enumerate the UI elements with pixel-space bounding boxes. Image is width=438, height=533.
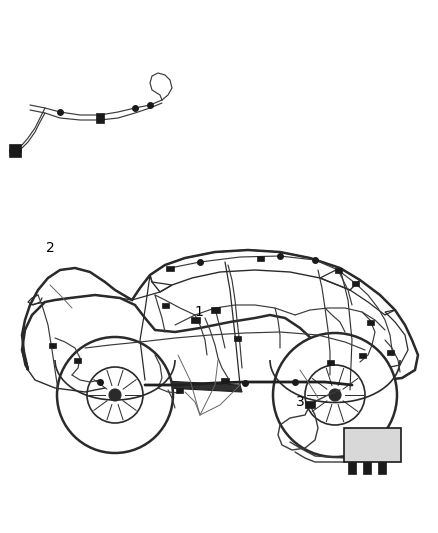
FancyBboxPatch shape (344, 429, 401, 462)
FancyBboxPatch shape (386, 350, 393, 354)
Polygon shape (350, 390, 387, 408)
FancyBboxPatch shape (378, 462, 386, 474)
FancyBboxPatch shape (305, 400, 315, 408)
FancyBboxPatch shape (233, 335, 240, 341)
Ellipse shape (273, 333, 397, 457)
FancyBboxPatch shape (96, 117, 104, 123)
Text: 3: 3 (296, 395, 304, 409)
FancyBboxPatch shape (352, 280, 358, 286)
Text: 1: 1 (195, 305, 204, 319)
FancyBboxPatch shape (358, 352, 365, 358)
FancyBboxPatch shape (326, 359, 333, 365)
FancyBboxPatch shape (9, 144, 21, 152)
FancyBboxPatch shape (348, 462, 356, 474)
Polygon shape (145, 380, 242, 392)
FancyBboxPatch shape (211, 307, 219, 313)
FancyBboxPatch shape (162, 303, 169, 308)
FancyBboxPatch shape (9, 149, 21, 157)
FancyBboxPatch shape (257, 255, 264, 261)
FancyBboxPatch shape (96, 112, 104, 117)
FancyBboxPatch shape (166, 265, 173, 271)
FancyBboxPatch shape (367, 319, 374, 325)
FancyBboxPatch shape (191, 317, 199, 323)
FancyBboxPatch shape (177, 387, 184, 392)
Ellipse shape (329, 389, 341, 401)
Ellipse shape (109, 389, 121, 401)
FancyBboxPatch shape (221, 377, 229, 383)
Ellipse shape (57, 337, 173, 453)
Text: 2: 2 (46, 241, 55, 255)
FancyBboxPatch shape (335, 268, 342, 272)
FancyBboxPatch shape (74, 358, 81, 362)
FancyBboxPatch shape (49, 343, 56, 348)
FancyBboxPatch shape (363, 462, 371, 474)
